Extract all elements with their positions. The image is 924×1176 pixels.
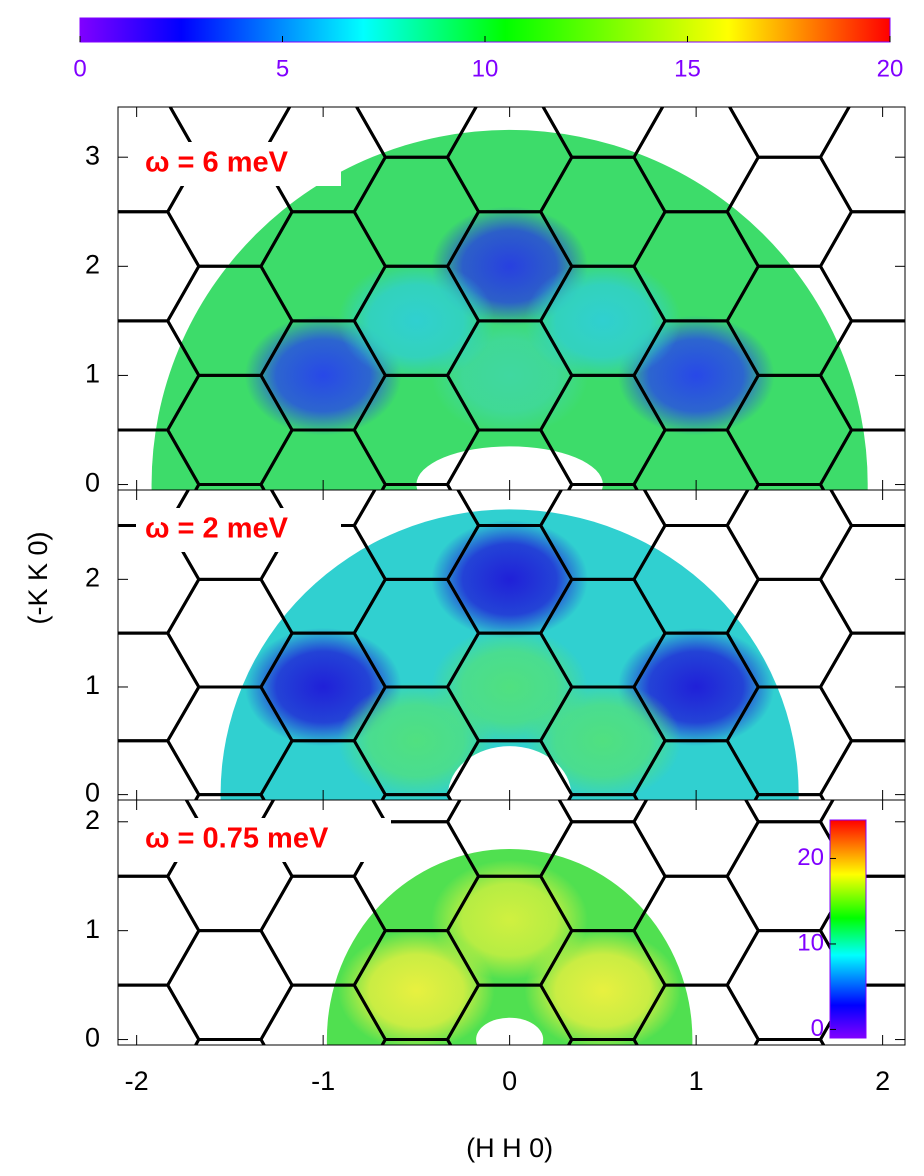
x-tick-label: -2 — [125, 1066, 149, 1096]
hexagon — [261, 0, 385, 103]
hexagon — [914, 256, 924, 364]
hexagon — [914, 1040, 924, 1149]
hexagon — [820, 0, 924, 103]
hexagon — [914, 795, 924, 903]
x-axis-label: (H H 0) — [466, 1133, 553, 1163]
hexagon — [914, 266, 924, 375]
hexagon — [914, 364, 924, 472]
hexagon — [261, 1094, 385, 1171]
y-axis-label: (-K K 0) — [23, 531, 53, 624]
hexagon — [541, 1040, 665, 1149]
hexagon — [168, 48, 292, 157]
figure: 051015200123ω = 6 meV012ω = 2 meV(-K K 0… — [0, 0, 924, 1171]
hexagon — [820, 633, 924, 741]
hexagon — [168, 1040, 292, 1149]
y-tick-label: 0 — [85, 1023, 100, 1053]
x-tick-label: 2 — [875, 1066, 890, 1096]
intensity-blob — [525, 261, 682, 381]
y-tick-label: 1 — [85, 670, 100, 700]
colorbar-tick-label: 20 — [877, 55, 904, 82]
hexagon — [914, 687, 924, 795]
colorbar-tick-label: 10 — [472, 55, 499, 82]
y-tick-label: 3 — [85, 140, 100, 170]
x-tick-label: 1 — [689, 1066, 704, 1096]
colorbar-tick-label: 0 — [73, 55, 86, 82]
hexagon — [914, 0, 924, 48]
panel-annotation: ω = 2 meV — [145, 513, 289, 545]
hexagon — [914, 48, 924, 157]
hexagon — [820, 103, 924, 212]
colorbar-tick-label: 10 — [797, 929, 824, 956]
hexagon — [914, 157, 924, 266]
y-tick-label: 2 — [85, 805, 100, 835]
panel-annotation: ω = 6 meV — [145, 147, 289, 179]
hexagon — [0, 1040, 106, 1149]
hexagon — [820, 212, 924, 321]
hexagon — [727, 1040, 851, 1149]
inset-colorbar — [830, 820, 866, 1038]
hexagon — [820, 526, 924, 634]
hexagon — [914, 472, 924, 580]
hexagon — [634, 0, 758, 103]
hexagon — [914, 604, 924, 713]
page: {"chart_data":[ {"type":"colorbar","orie… — [0, 0, 924, 1176]
y-tick-label: 1 — [85, 359, 100, 389]
hexagon — [914, 579, 924, 687]
hexagon — [168, 931, 292, 1040]
hexagon — [914, 495, 924, 604]
x-tick-label: 0 — [502, 1066, 517, 1096]
hexagon — [914, 375, 924, 484]
hexagon — [354, 1040, 478, 1149]
colorbar-tick-label: 5 — [276, 55, 289, 82]
colorbar-tick-label: 20 — [797, 844, 824, 871]
y-tick-label: 0 — [85, 778, 100, 808]
hexagon — [447, 0, 571, 103]
hexagon — [820, 1094, 924, 1171]
x-tick-label: -1 — [311, 1066, 335, 1096]
hexagon — [727, 495, 851, 604]
hexagon — [914, 485, 924, 594]
y-tick-label: 2 — [85, 249, 100, 279]
intensity-blob — [338, 261, 495, 381]
intensity-blob — [431, 520, 588, 638]
hexagon — [914, 713, 924, 822]
y-tick-label: 0 — [85, 468, 100, 498]
y-tick-label: 2 — [85, 562, 100, 592]
hexagon — [727, 485, 851, 594]
hexagon — [727, 48, 851, 157]
y-tick-label: 1 — [85, 914, 100, 944]
panel-annotation: ω = 0.75 meV — [145, 823, 329, 855]
colorbar-tick-label: 15 — [674, 55, 701, 82]
hexagon — [74, 0, 198, 103]
hexagon — [634, 1094, 758, 1171]
hexagon — [74, 1094, 198, 1171]
colorbar-tick-label: 0 — [811, 1015, 824, 1042]
hexagon — [914, 931, 924, 1040]
hexagon — [914, 822, 924, 931]
